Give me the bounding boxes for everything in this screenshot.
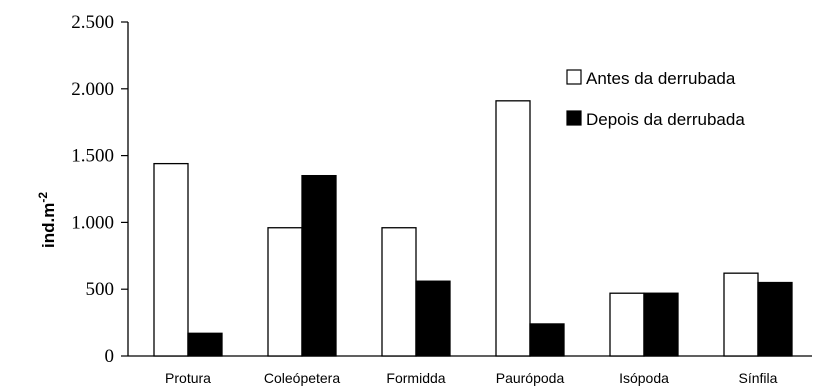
bar-antes-1 <box>267 227 303 357</box>
bar-antes-0 <box>153 162 189 357</box>
bar-depois-2 <box>415 280 451 357</box>
legend: Antes da derrubada Depois da derrubada <box>566 69 745 129</box>
bar-depois-4 <box>643 292 679 357</box>
bar-antes-5 <box>723 272 759 357</box>
legend-swatch-antes <box>566 69 582 85</box>
x-category-label: Protura <box>165 370 211 386</box>
y-tick-label: 1.500 <box>71 146 114 167</box>
axes <box>127 22 812 357</box>
legend-label-depois: Depois da derrubada <box>586 110 745 129</box>
bars <box>153 100 793 357</box>
y-tick-label: 1.000 <box>71 212 114 233</box>
y-tick-label: 0 <box>105 346 115 367</box>
bar-depois-3 <box>529 323 565 357</box>
bar-depois-0 <box>187 332 223 357</box>
bar-antes-3 <box>495 100 531 357</box>
y-tick-label: 500 <box>86 279 115 300</box>
bar-antes-4 <box>609 292 645 357</box>
category-labels: Protura Coleópetera Formidda Paurópoda Isópo… <box>165 370 778 386</box>
x-category-label: Sínfila <box>739 370 778 386</box>
x-category-label: Formidda <box>386 370 445 386</box>
y-tick-label: 2.000 <box>71 79 114 100</box>
legend-label-antes: Antes da derrubada <box>586 69 736 88</box>
bar-depois-5 <box>757 281 793 357</box>
y-tick-label: 2.500 <box>71 12 114 33</box>
x-category-label: Coleópetera <box>264 370 340 386</box>
legend-swatch-depois <box>566 110 582 126</box>
bar-depois-1 <box>301 174 337 357</box>
y-axis-label-superscript: -2 <box>36 192 50 203</box>
y-axis-label-base: ind.m <box>39 203 58 248</box>
y-axis-label: ind.m-2 <box>36 192 58 248</box>
x-category-label: Paurópoda <box>496 370 565 386</box>
bar-antes-2 <box>381 227 417 357</box>
x-category-label: Isópoda <box>619 370 669 386</box>
y-ticks: 0 500 1.000 1.500 2.000 2.500 <box>71 12 128 367</box>
